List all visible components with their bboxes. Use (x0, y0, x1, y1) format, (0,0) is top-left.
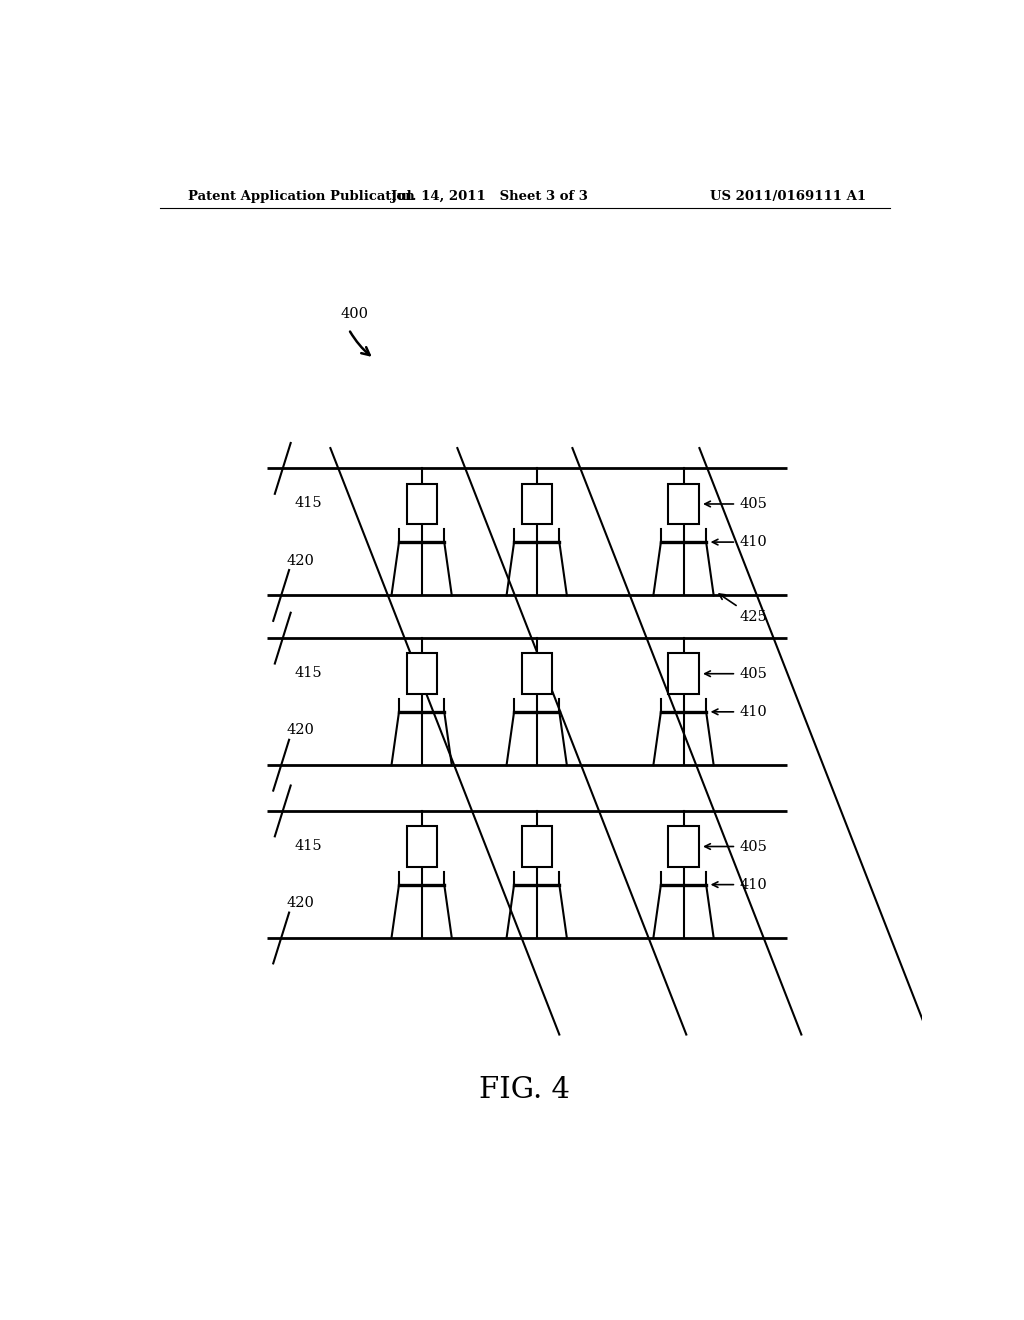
Bar (407, 826, 436, 867)
Text: 420: 420 (287, 896, 314, 909)
Text: 400: 400 (341, 308, 369, 321)
Text: 410: 410 (713, 705, 767, 719)
Bar (521, 483, 552, 524)
Text: US 2011/0169111 A1: US 2011/0169111 A1 (710, 190, 866, 202)
Text: Patent Application Publication: Patent Application Publication (187, 190, 415, 202)
Bar (669, 653, 698, 694)
Text: 410: 410 (713, 535, 767, 549)
Text: 405: 405 (705, 840, 767, 854)
Bar (669, 483, 698, 524)
Bar (407, 653, 436, 694)
Text: Jul. 14, 2011   Sheet 3 of 3: Jul. 14, 2011 Sheet 3 of 3 (390, 190, 588, 202)
Text: 420: 420 (287, 553, 314, 568)
Bar (669, 826, 698, 867)
Bar (407, 483, 436, 524)
Text: FIG. 4: FIG. 4 (479, 1076, 570, 1105)
Text: 415: 415 (295, 667, 323, 680)
Text: 405: 405 (705, 496, 767, 511)
Bar (521, 826, 552, 867)
Text: 415: 415 (295, 496, 323, 511)
Text: 415: 415 (295, 840, 323, 853)
Text: 425: 425 (719, 594, 767, 624)
Text: 410: 410 (713, 878, 767, 891)
Bar (521, 653, 552, 694)
Text: 405: 405 (705, 667, 767, 681)
Text: 420: 420 (287, 723, 314, 738)
